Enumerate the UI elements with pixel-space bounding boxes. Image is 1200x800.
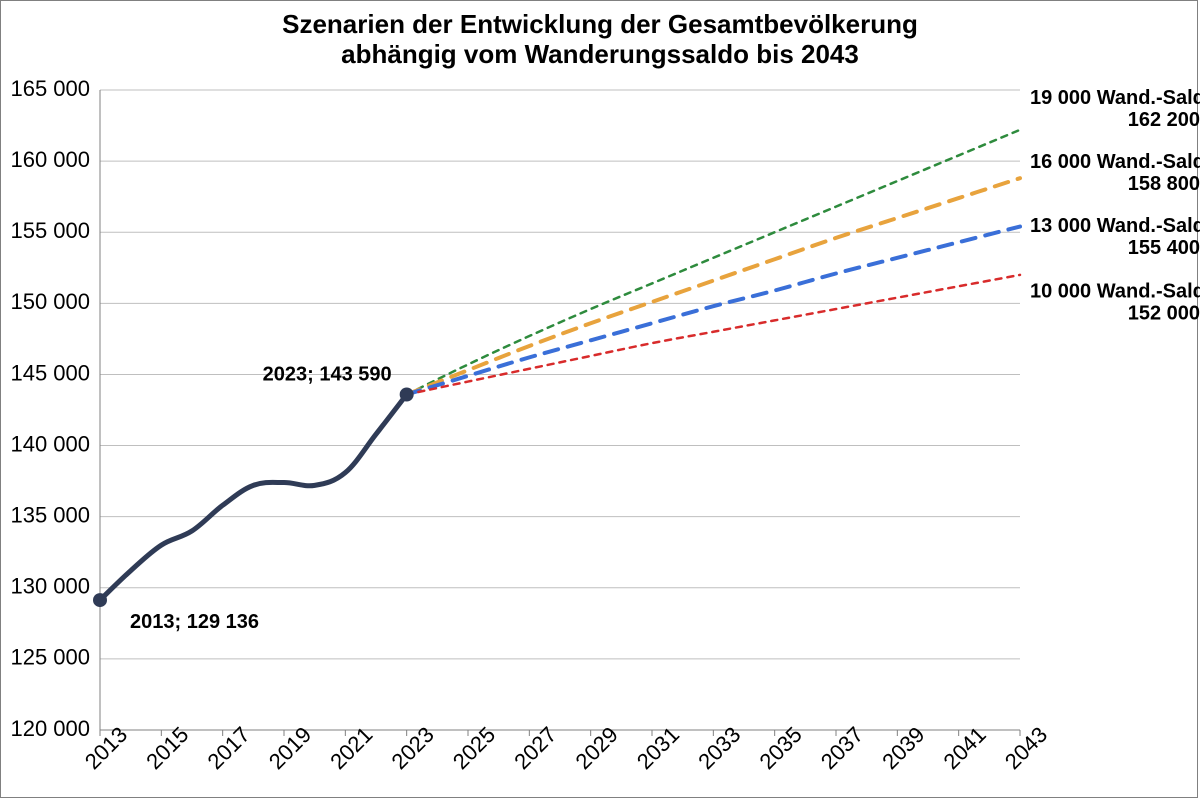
data-point-label: 2023; 143 590 xyxy=(263,363,392,385)
scenario-end-value: 158 800 xyxy=(1128,173,1200,195)
scenario-line xyxy=(407,130,1020,395)
point-labels: 2013; 129 136 2023; 143 590 xyxy=(130,363,392,633)
data-point-label: 2013; 129 136 xyxy=(130,611,259,633)
y-tick-label: 165 000 xyxy=(10,76,90,101)
data-point-marker xyxy=(93,593,107,607)
scenario-line xyxy=(407,178,1020,394)
scenario-end-label: 19 000 Wand.-Saldo xyxy=(1030,87,1200,109)
y-tick-label: 120 000 xyxy=(10,716,90,741)
point-markers xyxy=(93,387,414,607)
scenario-end-value: 152 000 xyxy=(1128,303,1200,325)
y-tick-label: 155 000 xyxy=(10,218,90,243)
scenario-line xyxy=(407,227,1020,395)
scenario-end-label: 10 000 Wand.-Saldo xyxy=(1030,281,1200,303)
y-tick-label: 135 000 xyxy=(10,502,90,527)
data-point-marker xyxy=(400,387,414,401)
y-tick-label: 150 000 xyxy=(10,289,90,314)
scenario-end-value: 155 400 xyxy=(1128,237,1200,259)
y-tick-label: 145 000 xyxy=(10,360,90,385)
y-tick-label: 160 000 xyxy=(10,147,90,172)
scenario-labels: 19 000 Wand.-Saldo162 200 16 000 Wand.-Sa… xyxy=(1030,87,1200,324)
historical-line xyxy=(100,394,407,600)
scenario-end-value: 162 200 xyxy=(1128,109,1200,131)
scenario-end-label: 16 000 Wand.-Saldo xyxy=(1030,151,1200,173)
gridlines xyxy=(100,90,1020,730)
y-tick-label: 125 000 xyxy=(10,645,90,670)
y-tick-labels: 120 000 125 000 130 000 135 000 140 000 145 0… xyxy=(10,76,90,741)
series-group xyxy=(100,130,1020,600)
y-tick-label: 140 000 xyxy=(10,431,90,456)
y-tick-label: 130 000 xyxy=(10,574,90,599)
scenario-end-label: 13 000 Wand.-Saldo xyxy=(1030,215,1200,237)
scenario-line xyxy=(407,275,1020,395)
chart-svg: 120 000 125 000 130 000 135 000 140 000 145 0… xyxy=(0,0,1200,800)
